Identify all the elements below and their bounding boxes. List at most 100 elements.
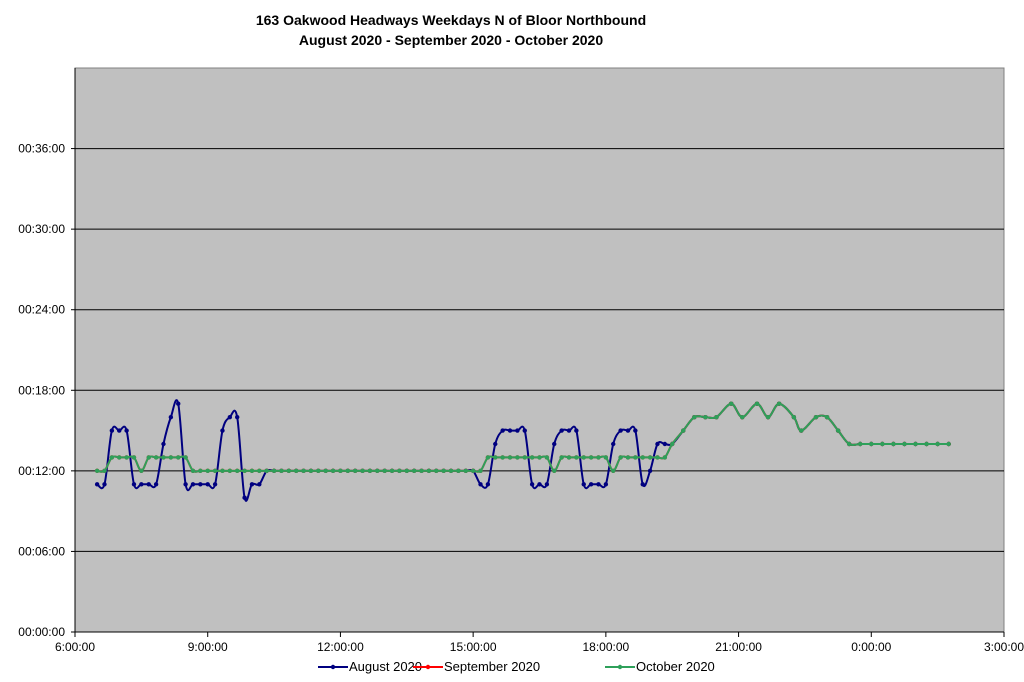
- data-point: [618, 428, 623, 433]
- data-point: [323, 468, 328, 474]
- data-point: [581, 455, 586, 460]
- data-point: [183, 455, 188, 460]
- data-point: [566, 428, 572, 433]
- data-point: [249, 482, 255, 487]
- data-point: [220, 428, 225, 433]
- data-point: [596, 455, 601, 460]
- data-point: [478, 482, 483, 487]
- x-tick-label: 3:00:00: [984, 640, 1024, 654]
- data-point: [529, 482, 535, 487]
- data-point: [574, 455, 579, 460]
- data-point: [559, 455, 564, 460]
- data-point: [692, 414, 697, 420]
- data-point: [249, 468, 255, 474]
- data-point: [293, 468, 299, 474]
- data-point: [271, 468, 277, 474]
- data-point: [146, 455, 151, 460]
- data-point: [176, 455, 181, 460]
- data-point: [131, 455, 137, 460]
- data-point: [286, 468, 292, 474]
- data-point: [813, 414, 819, 420]
- data-point: [441, 468, 446, 474]
- y-tick-label: 00:24:00: [18, 303, 65, 317]
- data-point: [552, 468, 557, 474]
- data-point: [515, 455, 520, 460]
- data-point: [235, 414, 240, 420]
- data-point: [168, 455, 174, 460]
- data-point: [485, 455, 491, 460]
- data-point: [198, 482, 203, 487]
- data-point: [426, 468, 432, 474]
- data-point: [242, 495, 247, 500]
- data-point: [765, 414, 771, 420]
- data-point: [220, 468, 225, 474]
- data-point: [478, 468, 483, 474]
- data-point: [470, 468, 476, 474]
- data-point: [655, 441, 660, 447]
- data-point: [633, 428, 638, 433]
- data-point: [117, 455, 122, 460]
- data-point: [754, 401, 760, 406]
- data-point: [924, 441, 929, 447]
- data-point: [168, 414, 174, 420]
- data-point: [500, 455, 505, 460]
- data-point: [902, 441, 907, 447]
- data-point: [227, 414, 233, 420]
- data-point: [397, 468, 402, 474]
- data-point: [190, 468, 196, 474]
- data-point: [714, 414, 719, 420]
- series-group: [94, 399, 951, 502]
- data-point: [257, 482, 262, 487]
- data-point: [198, 468, 203, 474]
- data-point: [124, 428, 129, 433]
- data-point: [94, 468, 100, 474]
- y-tick-label: 00:30:00: [18, 222, 65, 236]
- data-point: [382, 468, 387, 474]
- data-point: [389, 468, 395, 474]
- data-point: [552, 441, 557, 447]
- data-point: [791, 414, 797, 420]
- x-tick-label: 18:00:00: [582, 640, 629, 654]
- data-point: [493, 455, 498, 460]
- data-point: [102, 482, 107, 487]
- data-point: [183, 482, 188, 487]
- data-point: [670, 441, 675, 447]
- data-point: [625, 428, 631, 433]
- data-point: [308, 468, 314, 474]
- data-point: [161, 455, 166, 460]
- data-point: [463, 468, 468, 474]
- data-point: [190, 482, 196, 487]
- chart-subtitle: August 2020 - September 2020 - October 2…: [299, 32, 603, 48]
- data-point: [375, 468, 380, 474]
- data-point: [566, 455, 572, 460]
- plot-area: [74, 67, 1005, 633]
- data-point: [153, 482, 159, 487]
- data-point: [139, 468, 144, 474]
- x-tick-label: 6:00:00: [55, 640, 95, 654]
- data-point: [625, 455, 631, 460]
- x-tick-label: 15:00:00: [450, 640, 497, 654]
- data-point: [338, 468, 343, 474]
- data-point: [522, 455, 527, 460]
- x-tick-label: 12:00:00: [317, 640, 364, 654]
- x-tick-label: 0:00:00: [851, 640, 891, 654]
- data-point: [94, 482, 100, 487]
- data-point: [880, 441, 885, 447]
- data-point: [869, 441, 874, 447]
- data-point: [588, 482, 594, 487]
- data-point: [681, 428, 686, 433]
- data-point: [559, 428, 564, 433]
- data-point: [235, 468, 240, 474]
- data-point: [913, 441, 918, 447]
- x-tick-label: 9:00:00: [188, 640, 228, 654]
- data-point: [640, 482, 645, 487]
- y-tick-label: 00:36:00: [18, 142, 65, 156]
- data-point: [647, 455, 653, 460]
- data-point: [544, 455, 550, 460]
- legend-item: October 2020: [605, 659, 715, 674]
- data-point: [264, 468, 269, 474]
- data-point: [493, 441, 498, 447]
- x-tick-label: 21:00:00: [715, 640, 762, 654]
- y-tick-label: 00:00:00: [18, 625, 65, 639]
- data-point: [603, 482, 609, 487]
